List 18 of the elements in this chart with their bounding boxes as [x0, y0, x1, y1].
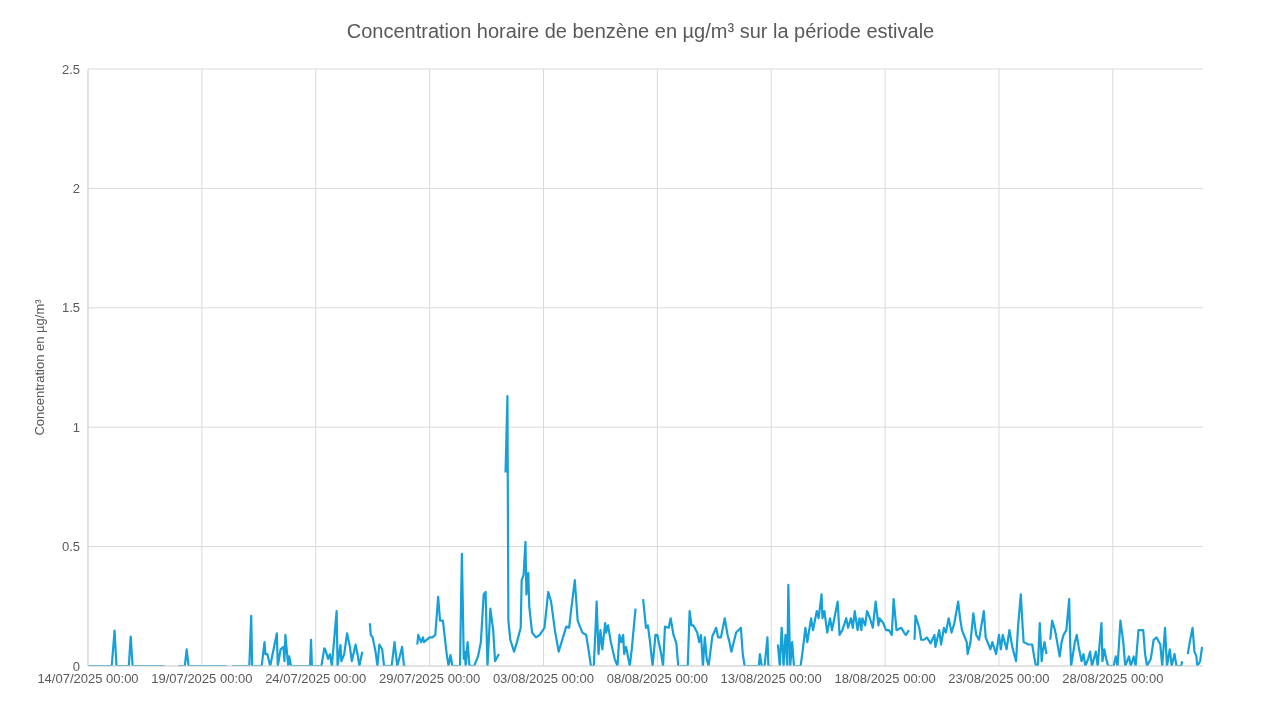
y-tick-label: 2.5 — [61, 61, 80, 77]
y-tick-label: 0.5 — [61, 539, 80, 555]
x-tick-label: 14/07/2025 00:00 — [37, 671, 139, 687]
y-tick-label: 1.5 — [61, 300, 80, 316]
x-tick-label: 29/07/2025 00:00 — [379, 671, 481, 687]
y-tick-label: 0 — [72, 658, 80, 674]
x-tick-label: 19/07/2025 00:00 — [151, 671, 253, 687]
y-tick-label: 1 — [72, 419, 80, 435]
x-tick-label: 03/08/2025 00:00 — [492, 671, 595, 687]
y-axis-title: Concentration en µg/m³ — [32, 298, 47, 436]
x-tick-label: 13/08/2025 00:00 — [720, 671, 822, 687]
chart-title: Concentration horaire de benzène en µg/m³ sur la période estivale — [345, 20, 936, 43]
x-tick-label: 28/08/2025 00:00 — [1062, 671, 1164, 687]
x-tick-label: 08/08/2025 00:00 — [606, 671, 708, 687]
x-tick-label: 18/08/2025 00:00 — [834, 671, 936, 687]
y-tick-label: 2 — [72, 181, 80, 197]
x-tick-label: 23/08/2025 00:00 — [948, 671, 1050, 687]
x-tick-label: 24/07/2025 00:00 — [265, 671, 367, 687]
